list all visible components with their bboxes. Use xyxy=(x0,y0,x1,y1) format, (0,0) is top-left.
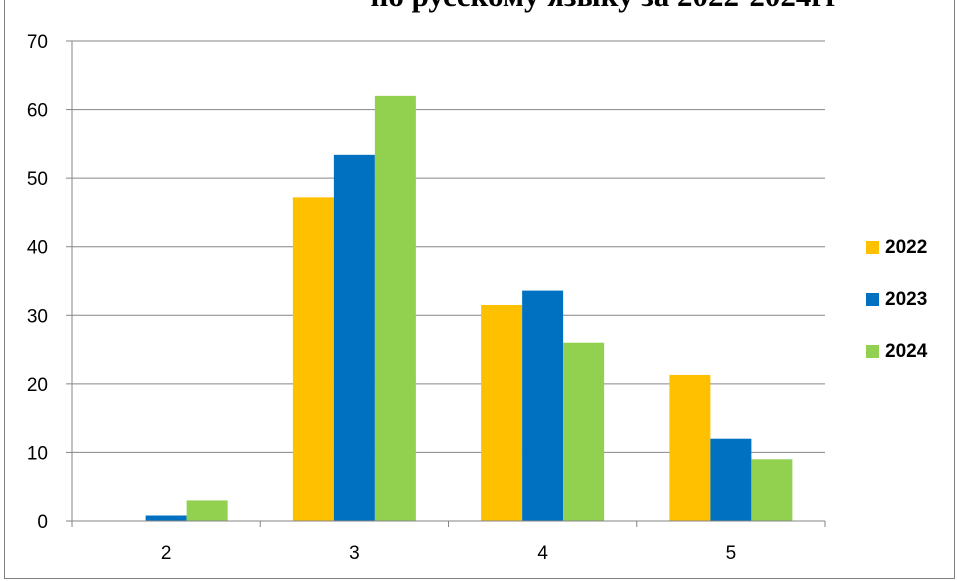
axes xyxy=(66,40,826,527)
y-tick-label: 20 xyxy=(27,375,48,396)
tick-labels: 0 10 20 30 40 50 60 70 2 3 4 5 xyxy=(27,32,736,564)
y-tick-label: 0 xyxy=(37,512,48,533)
bar-2022-3 xyxy=(292,197,334,522)
y-tick-label: 60 xyxy=(27,101,48,122)
gridlines xyxy=(72,40,825,453)
y-tick-label: 30 xyxy=(27,306,48,327)
legend-swatch xyxy=(866,241,879,254)
y-tick-label: 70 xyxy=(27,32,48,53)
x-tick-label: 4 xyxy=(537,543,548,564)
legend-swatch xyxy=(866,293,879,306)
bar-2023-4 xyxy=(522,290,564,521)
legend-item-2024: 2024 xyxy=(866,338,954,365)
legend-label: 2022 xyxy=(885,236,928,258)
bar-2023-3 xyxy=(333,154,375,522)
bar-2023-5 xyxy=(710,438,752,521)
legend: 2022 2023 2024 xyxy=(866,234,954,390)
legend-label: 2024 xyxy=(885,340,928,362)
legend-swatch xyxy=(866,345,879,358)
chart-frame xyxy=(4,0,955,579)
x-tick-label: 2 xyxy=(161,543,172,564)
legend-item-2023: 2023 xyxy=(866,286,954,313)
y-tick-label: 50 xyxy=(27,169,48,190)
bar-2022-5 xyxy=(669,374,711,521)
bars xyxy=(145,95,793,522)
bar-2024-4 xyxy=(563,342,605,521)
x-tick-label: 5 xyxy=(726,543,737,564)
legend-label: 2023 xyxy=(885,288,928,310)
bar-2023-2 xyxy=(145,515,187,521)
bar-2022-4 xyxy=(481,305,523,521)
bar-2024-3 xyxy=(374,95,416,521)
chart-title: по русскому языку за 2022-2024гг xyxy=(255,0,955,14)
y-tick-label: 10 xyxy=(27,443,48,464)
bar-2024-5 xyxy=(751,459,793,521)
y-tick-label: 40 xyxy=(27,238,48,259)
x-tick-label: 3 xyxy=(349,543,360,564)
legend-item-2022: 2022 xyxy=(866,234,954,261)
bar-2024-2 xyxy=(186,500,228,521)
